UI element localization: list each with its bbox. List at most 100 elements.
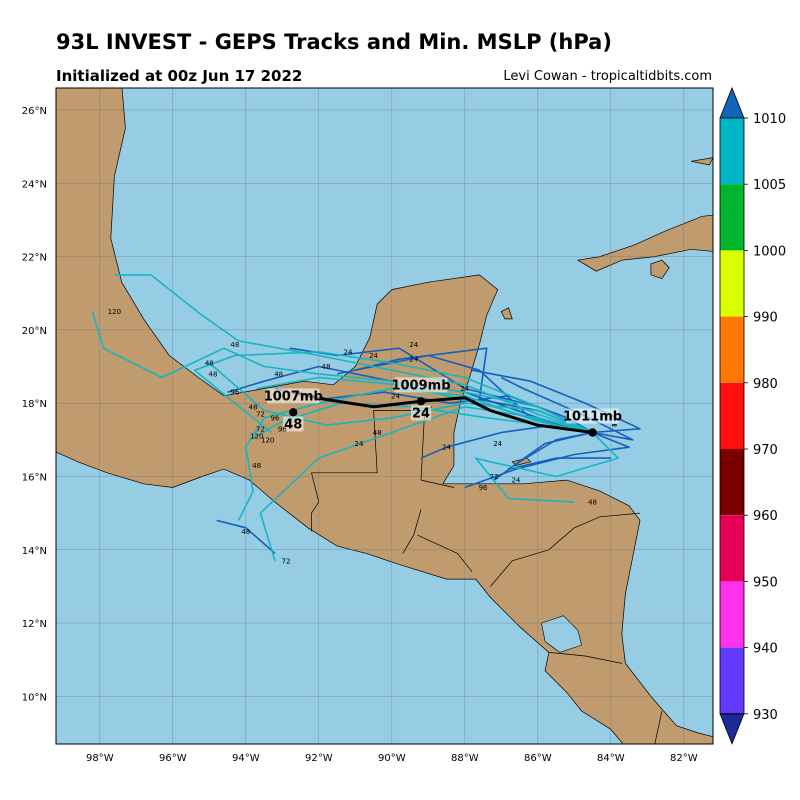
grid-lines	[56, 88, 713, 744]
forecast-hour-label: 48	[205, 359, 214, 367]
country-border	[490, 512, 641, 587]
lat-tick-label: 12°N	[22, 619, 47, 630]
forecast-hour-label: 48	[373, 429, 382, 437]
forecast-hour-label: 96	[271, 414, 280, 422]
country-border	[420, 410, 426, 481]
lon-tick-label: 96°W	[159, 753, 187, 764]
colorbar-top-extension	[719, 86, 745, 119]
lake-nicaragua	[541, 615, 582, 653]
colorbar-segment	[720, 316, 744, 383]
colorbar-tick-label: 930	[753, 708, 778, 723]
forecast-hour-label: 72	[256, 411, 265, 419]
forecast-hour-label: 96	[230, 389, 239, 397]
colorbar-tick-label: 990	[753, 311, 778, 326]
colorbar-tick-label: 940	[753, 642, 778, 657]
init-time: Initialized at 00z Jun 17 2022	[56, 67, 303, 85]
pressure-label: 1011mb	[563, 409, 622, 424]
forecast-hour-label: 24	[344, 348, 353, 356]
country-border	[548, 652, 622, 664]
forecast-hour-label: 24	[493, 440, 502, 448]
ensemble-track	[259, 405, 593, 562]
colorbar-segment	[720, 184, 744, 251]
ensemble-track	[464, 431, 630, 489]
lat-tick-label: 16°N	[22, 472, 47, 483]
land-isla-juventud	[650, 259, 670, 280]
lat-tick-label: 14°N	[22, 546, 47, 557]
forecast-hour-label: 24	[511, 477, 520, 485]
colorbar-segment	[720, 250, 744, 317]
ensemble-track	[474, 431, 619, 503]
forecast-hour-label: 24	[354, 440, 363, 448]
forecast-hour-label: 72	[281, 557, 290, 565]
colorbar-segment	[720, 515, 744, 582]
country-border	[654, 710, 663, 744]
colorbar-tick-label: 1000	[753, 244, 786, 259]
ensemble-track	[471, 369, 641, 434]
pressure-label-bg	[565, 408, 620, 424]
lat-tick-label: 18°N	[22, 399, 47, 410]
chart-title: 93L INVEST - GEPS Tracks and Min. MSLP (…	[56, 30, 612, 54]
land-swan	[612, 424, 617, 427]
pressure-label-bg	[394, 377, 448, 393]
forecast-hour-label: 48	[208, 370, 217, 378]
ensemble-track	[493, 431, 593, 481]
country-border	[402, 509, 422, 554]
mean-track-marker	[416, 397, 426, 406]
colorbar-tick-label: 1010	[753, 112, 786, 127]
pressure-label-bg	[283, 416, 304, 432]
forecast-hour-label: 24	[369, 352, 378, 360]
pressure-label-bg	[266, 388, 320, 404]
land-cuba	[576, 214, 713, 272]
forecast-hour-label: 48	[274, 370, 283, 378]
lon-tick-label: 86°W	[524, 753, 552, 764]
forecast-hour-label: 48	[230, 341, 239, 349]
land-florida-keys	[691, 157, 713, 166]
mean-track-marker	[289, 408, 298, 417]
pressure-label: 1007mb	[264, 389, 323, 404]
colorbar-segment	[720, 581, 744, 648]
colorbar-tick-label: 980	[753, 377, 778, 392]
ensemble-track	[256, 376, 593, 434]
pressure-label: 1009mb	[391, 378, 450, 393]
axis-labels: 98°W 96°W 94°W 92°W 90°W 88°W 86°W 84°W 82°W 10°N…	[22, 106, 698, 764]
lon-tick-label: 92°W	[305, 753, 333, 764]
forecast-hour-label: 96	[278, 425, 287, 433]
lat-tick-label: 10°N	[22, 692, 47, 703]
lon-tick-label: 90°W	[378, 753, 406, 764]
lon-tick-label: 98°W	[86, 753, 114, 764]
forecast-hour-label: 24	[409, 341, 418, 349]
colorbar-bottom-extension	[719, 713, 745, 745]
mean-track-marker	[588, 428, 597, 437]
forecast-hour-label: 48	[241, 528, 250, 536]
colorbar-frame	[719, 117, 745, 715]
forecast-hour-label: 24	[409, 356, 418, 364]
ensemble-track	[193, 351, 593, 434]
forecast-hour-label: 48	[588, 499, 597, 507]
forecast-hour-label: 24	[391, 392, 400, 400]
forecast-hour-label: 72	[256, 425, 265, 433]
mean-track-line	[292, 390, 593, 434]
forecast-hour-label: 24	[442, 444, 451, 452]
colorbar-segment	[720, 118, 744, 185]
lon-tick-label: 82°W	[670, 753, 698, 764]
colorbar-segment	[720, 647, 744, 714]
colorbar-tick-label: 1005	[753, 178, 786, 193]
land-masses	[56, 88, 713, 744]
lon-tick-label: 88°W	[451, 753, 479, 764]
ensemble-track	[216, 519, 276, 555]
lat-tick-label: 24°N	[22, 179, 47, 190]
country-border	[417, 534, 473, 573]
forecast-hour-label: 48	[252, 462, 261, 470]
lon-tick-label: 84°W	[597, 753, 625, 764]
hour-label-bold: 24	[412, 406, 430, 421]
land-cozumel	[500, 307, 513, 320]
credit-text: Levi Cowan - tropicaltidbits.com	[503, 69, 712, 84]
ensemble-track	[114, 274, 593, 434]
lat-tick-label: 22°N	[22, 253, 47, 264]
lat-tick-label: 20°N	[22, 326, 47, 337]
colorbar-segment	[720, 449, 744, 516]
pressure-label-bg	[410, 405, 432, 421]
map-frame	[55, 87, 714, 745]
